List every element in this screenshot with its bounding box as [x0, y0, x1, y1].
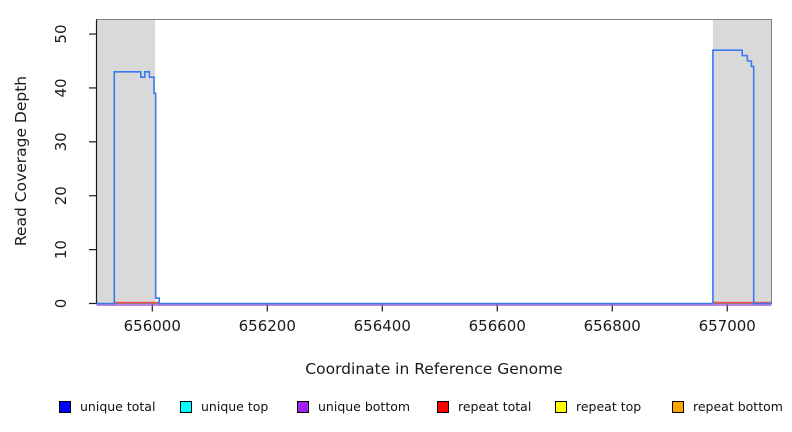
- legend-label: unique top: [201, 399, 269, 414]
- plot-box: [96, 19, 772, 304]
- x-axis-title: Coordinate in Reference Genome: [305, 360, 562, 378]
- y-tick-label: 30: [52, 132, 70, 151]
- legend-label: repeat top: [576, 399, 642, 414]
- legend-swatch: [297, 401, 309, 413]
- right-masked-region: [712, 19, 772, 304]
- legend-item-repeat-bottom: repeat bottom: [672, 399, 783, 415]
- legend-swatch: [672, 401, 684, 413]
- legend-item-unique-total: unique total: [59, 399, 155, 415]
- x-tick-label: 656400: [354, 317, 411, 335]
- y-tick-label: 20: [52, 186, 70, 205]
- legend-label: unique total: [80, 399, 156, 414]
- x-tick-label: 657000: [699, 317, 756, 335]
- legend-label: unique bottom: [318, 399, 411, 414]
- legend-label: repeat total: [458, 399, 532, 414]
- legend-label: repeat bottom: [693, 399, 783, 414]
- legend-swatch: [555, 401, 567, 413]
- x-tick-label: 656800: [584, 317, 641, 335]
- plot-dynamic-layer: 0 10 20 30 40 50 656000 656200 656400 656600 65680…: [52, 19, 772, 335]
- y-tick-label: 50: [52, 25, 70, 44]
- y-tick-label: 10: [52, 240, 70, 259]
- legend: unique total unique top unique bottom repea…: [0, 399, 792, 421]
- legend-item-repeat-top: repeat top: [555, 399, 641, 415]
- x-tick-label: 656600: [469, 317, 526, 335]
- legend-swatch: [437, 401, 449, 413]
- legend-item-repeat-total: repeat total: [437, 399, 531, 415]
- coverage-step-line: [96, 49, 772, 305]
- y-axis-title: Read Coverage Depth: [12, 76, 30, 246]
- legend-item-unique-top: unique top: [180, 399, 268, 415]
- y-tick-label: 0: [52, 299, 70, 309]
- legend-swatch: [180, 401, 192, 413]
- x-tick-label: 656000: [124, 317, 181, 335]
- left-masked-region: [96, 19, 156, 304]
- y-tick-label: 40: [52, 78, 70, 97]
- x-tick-label: 656200: [239, 317, 296, 335]
- legend-item-unique-bottom: unique bottom: [297, 399, 410, 415]
- legend-swatch: [59, 401, 71, 413]
